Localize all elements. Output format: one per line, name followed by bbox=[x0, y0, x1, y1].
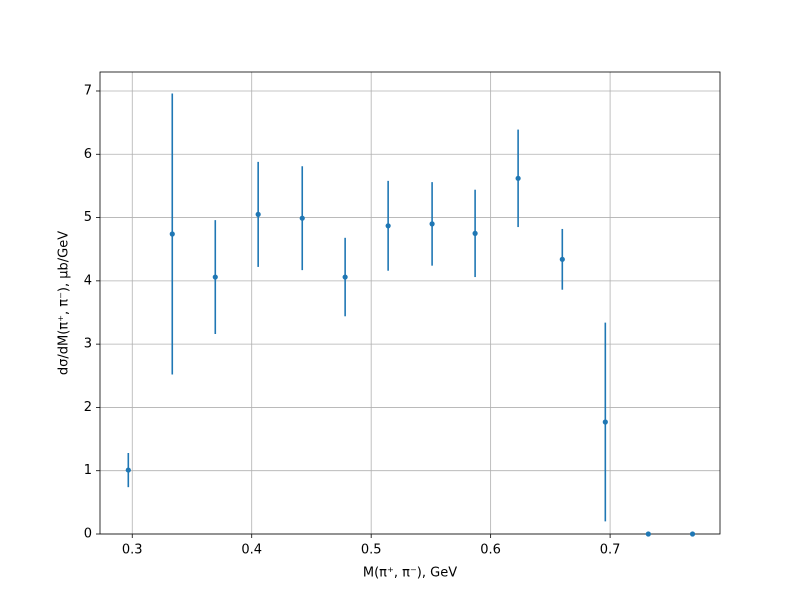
x-tick-label: 0.4 bbox=[241, 543, 262, 558]
data-point bbox=[125, 467, 131, 473]
y-tick-label: 0 bbox=[84, 527, 92, 542]
data-point bbox=[602, 419, 608, 425]
y-tick-label: 4 bbox=[84, 273, 92, 288]
x-axis-label: M(π⁺, π⁻), GeV bbox=[363, 566, 457, 581]
data-point bbox=[559, 256, 565, 262]
data-point bbox=[299, 215, 305, 221]
data-point bbox=[385, 223, 391, 229]
data-point bbox=[255, 211, 261, 217]
data-point bbox=[342, 274, 348, 280]
y-tick-label: 5 bbox=[84, 210, 92, 225]
data-point bbox=[169, 231, 175, 237]
x-tick-label: 0.3 bbox=[122, 543, 143, 558]
x-tick-label: 0.7 bbox=[600, 543, 621, 558]
y-tick-label: 3 bbox=[84, 337, 92, 352]
y-tick-label: 2 bbox=[84, 400, 92, 415]
y-tick-label: 7 bbox=[84, 83, 92, 98]
data-point bbox=[689, 531, 696, 537]
data-point bbox=[429, 221, 435, 227]
y-tick-label: 1 bbox=[84, 463, 92, 478]
plot-frame bbox=[99, 71, 721, 535]
data-point bbox=[212, 274, 218, 280]
x-tick-label: 0.6 bbox=[480, 543, 501, 558]
data-point bbox=[472, 230, 478, 236]
data-point bbox=[515, 175, 521, 181]
y-axis-label: dσ/dM(π⁺, π⁻), μb/GeV bbox=[57, 231, 72, 375]
x-tick-label: 0.5 bbox=[361, 543, 382, 558]
data-point bbox=[645, 531, 651, 537]
y-tick-label: 6 bbox=[84, 147, 92, 162]
